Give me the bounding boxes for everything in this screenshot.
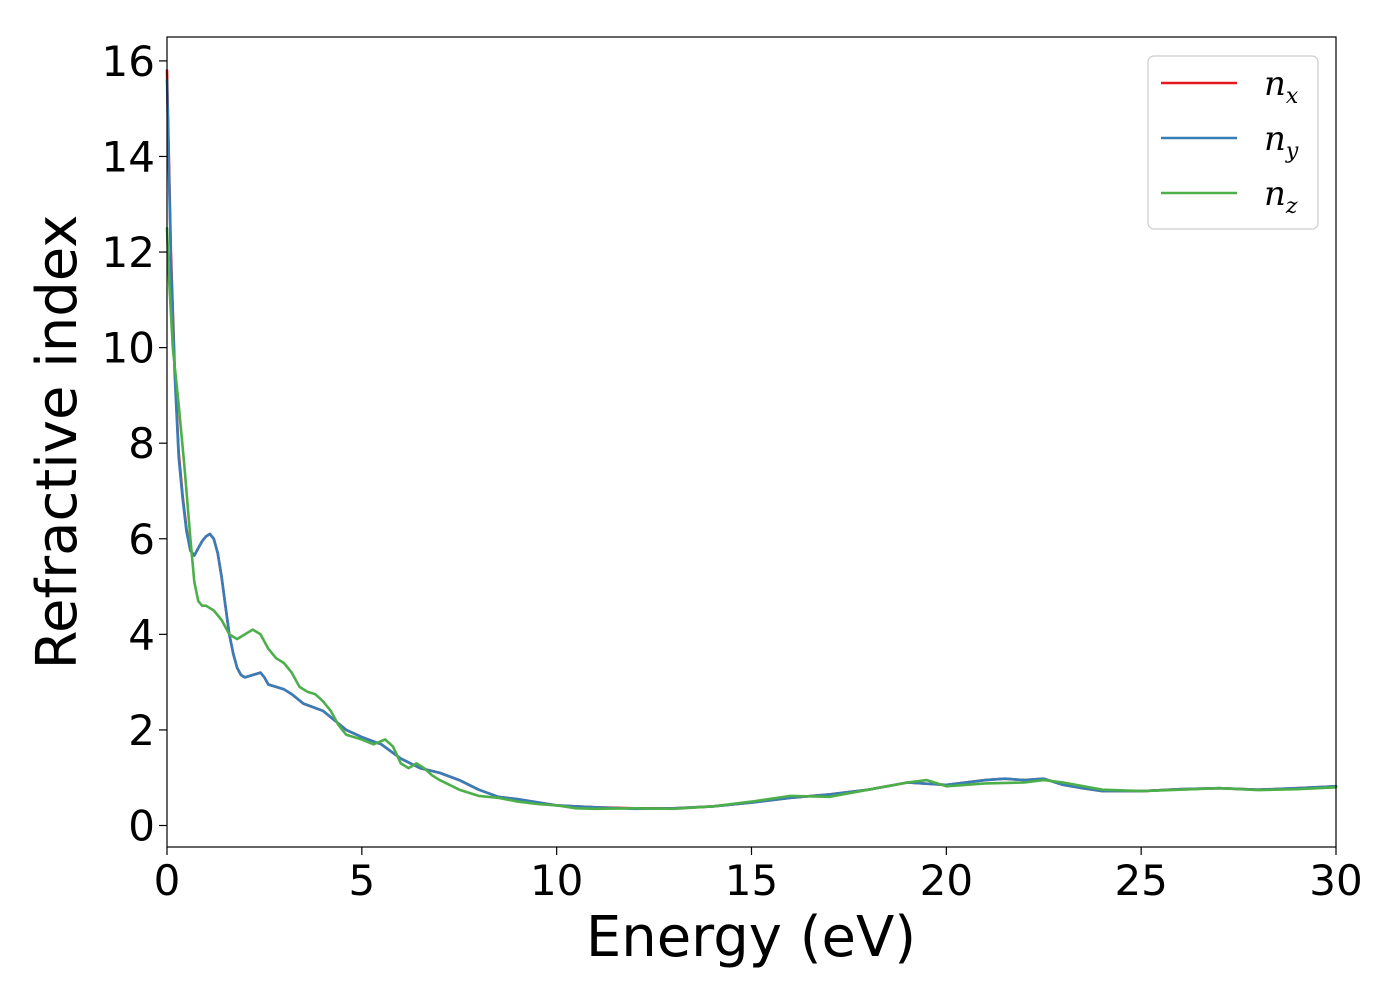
legend-label-n-y: ny — [1264, 119, 1299, 164]
x-tick-label: 5 — [348, 856, 375, 905]
legend-label-sub: z — [1285, 194, 1298, 219]
legend-label-sub: y — [1285, 139, 1299, 164]
x-tick-label: 25 — [1114, 856, 1167, 905]
legend-box — [1147, 55, 1319, 230]
x-axis-ticks: 0 5 10 15 20 25 30 — [154, 847, 1363, 905]
y-tick-label: 16 — [102, 37, 155, 86]
legend-label-n-x: nx — [1264, 64, 1299, 109]
x-tick-label: 30 — [1309, 856, 1362, 905]
y-tick-label: 2 — [128, 706, 155, 755]
legend-label-main: n — [1264, 64, 1286, 104]
x-axis-title: Energy (eV) — [586, 905, 916, 970]
y-axis-ticks: 0 2 4 6 8 10 12 14 16 — [102, 37, 167, 850]
x-tick-label: 15 — [725, 856, 778, 905]
y-tick-label: 6 — [128, 515, 155, 564]
legend-label-main: n — [1264, 174, 1286, 214]
series-layer — [165, 69, 1338, 811]
legend-label-main: n — [1264, 119, 1286, 159]
legend-label-sub: x — [1286, 84, 1299, 109]
y-tick-label: 4 — [128, 610, 155, 659]
x-tick-label: 20 — [920, 856, 973, 905]
x-tick-label: 10 — [530, 856, 583, 905]
y-tick-label: 10 — [102, 324, 155, 373]
series-line-n-y — [165, 78, 1338, 811]
y-tick-label: 8 — [128, 419, 155, 468]
y-tick-label: 0 — [128, 801, 155, 850]
legend-label-n-z: nz — [1264, 174, 1298, 219]
y-tick-label: 14 — [102, 132, 155, 181]
y-tick-label: 12 — [102, 228, 155, 277]
y-axis-title: Refractive index — [25, 215, 90, 670]
series-line-n-z — [165, 226, 1338, 811]
x-tick-label: 0 — [154, 856, 181, 905]
